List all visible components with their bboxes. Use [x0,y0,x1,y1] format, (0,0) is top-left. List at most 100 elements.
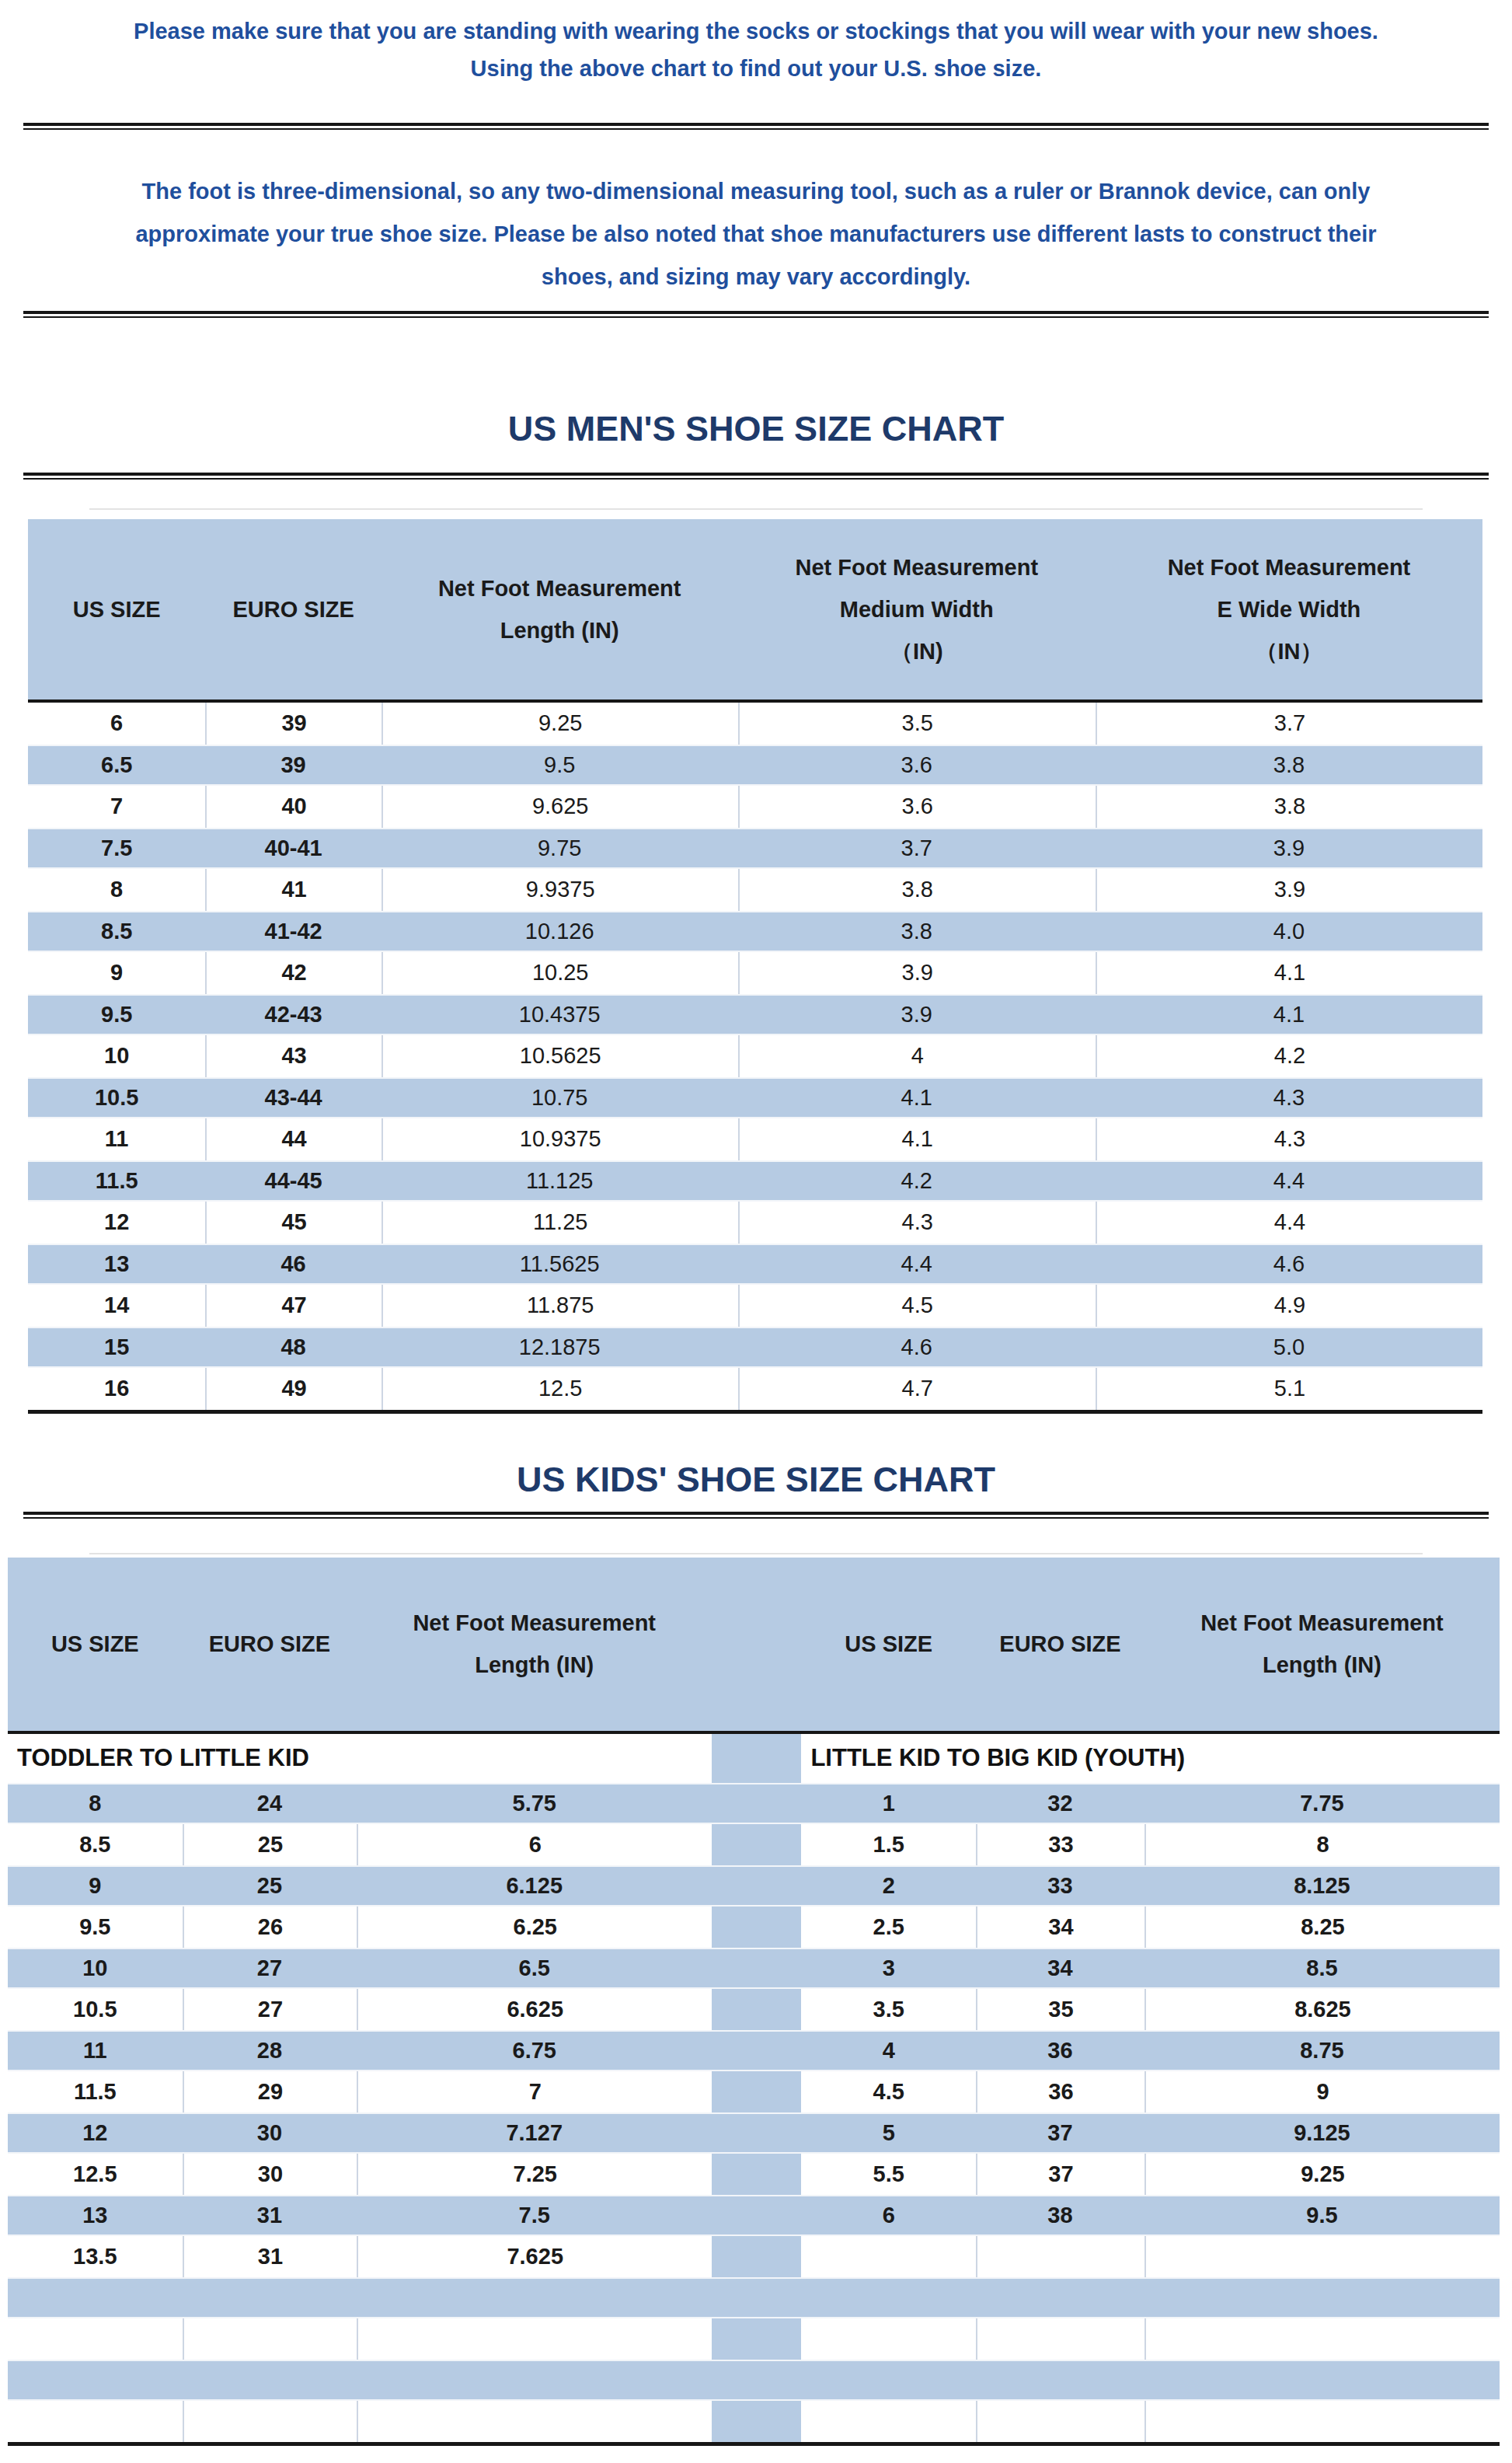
table-cell [976,2401,1144,2442]
table-cell: 44 [205,1118,381,1160]
table-cell: 10 [28,1035,205,1077]
table-cell: 7.75 [1144,1784,1500,1823]
table-cell [8,2318,183,2360]
table-row: 12.5307.255.5379.25 [8,2154,1500,2195]
table-row: 10276.53348.5 [8,1948,1500,1989]
table-cell: 15 [28,1328,205,1367]
toddler-group-label: TODDLER TO LITTLE KID [8,1734,357,1783]
table-cell: 5.0 [1096,1328,1482,1367]
table-cell: 37 [976,2154,1144,2195]
table-bottom-rule [28,1410,1482,1414]
table-cell: 3.9 [738,996,1096,1034]
table-separator-cell [712,2154,801,2195]
table-cell: 7 [28,786,205,828]
kids-size-table: US SIZE EURO SIZE Net Foot Measurement L… [8,1558,1500,2446]
table-cell: 35 [976,1989,1144,2030]
table-cell: 11.5625 [381,1245,738,1284]
table-cell: 38 [976,2196,1144,2234]
table-cell: 13.5 [8,2236,183,2277]
table-cell: 7.625 [357,2236,712,2277]
table-cell [357,2318,712,2360]
table-cell: 6.125 [357,1867,712,1905]
table-cell: 6.25 [357,1907,712,1948]
table-cell: 40 [205,786,381,828]
table-cell: 9.9375 [381,869,738,911]
table-cell: 3.9 [1096,869,1482,911]
table-cell: 8.5 [28,912,205,951]
column-header-length: Net Foot Measurement Length (IN) [381,519,738,699]
table-separator-cell [712,2361,801,2399]
table-cell: 1 [801,1784,976,1823]
table-cell: 43 [205,1035,381,1077]
table-cell [357,2279,712,2317]
table-cell: 7 [357,2071,712,2112]
table-cell: 39 [205,746,381,785]
table-cell: 8.5 [8,1824,183,1865]
table-row: 144711.8754.54.9 [28,1285,1482,1327]
table-cell: 39 [205,703,381,745]
table-cell: 10.5 [8,1989,183,2030]
table-cell [801,2318,976,2360]
table-cell: 11 [28,1118,205,1160]
table-cell: 7.5 [28,829,205,868]
table-cell: 9.5 [28,996,205,1034]
table-cell: 4 [801,2032,976,2070]
table-cell: 9.75 [381,829,738,868]
table-cell: 4.1 [1096,952,1482,994]
divider-line [23,123,1489,130]
table-row [8,2318,1500,2360]
table-cell: 8.75 [1144,2032,1500,2070]
table-cell: 5.75 [357,1784,712,1823]
table-cell: 31 [183,2196,357,2234]
table-cell: 4.4 [738,1245,1096,1284]
table-cell: 40-41 [205,829,381,868]
table-cell: 26 [183,1907,357,1948]
table-cell: 9.25 [381,703,738,745]
table-cell: 43-44 [205,1079,381,1118]
table-cell: 9 [8,1867,183,1905]
column-header-us-size: US SIZE [8,1558,183,1731]
table-cell: 10.126 [381,912,738,951]
table-cell: 4.6 [738,1328,1096,1367]
table-cell: 16 [28,1368,205,1410]
table-cell: 9.5 [381,746,738,785]
table-cell: 37 [976,2114,1144,2152]
table-cell: 5.1 [1096,1368,1482,1410]
divider-line [23,473,1489,480]
table-cell: 25 [183,1867,357,1905]
kids-table-body: 8245.751327.758.52561.53389256.1252338.1… [8,1783,1500,2442]
table-cell: 12.5 [381,1368,738,1410]
table-cell: 8 [28,869,205,911]
table-cell: 4.6 [1096,1245,1482,1284]
table-cell: 6 [801,2196,976,2234]
youth-group-label: LITTLE KID TO BIG KID (YOUTH) [801,1734,1500,1783]
table-cell: 10.9375 [381,1118,738,1160]
table-cell: 4.3 [738,1202,1096,1244]
table-cell: 8 [8,1784,183,1823]
table-cell: 5.5 [801,2154,976,2195]
table-cell: 25 [183,1824,357,1865]
table-cell [1144,2401,1500,2442]
table-cell: 49 [205,1368,381,1410]
table-cell: 30 [183,2114,357,2152]
table-cell: 7.127 [357,2114,712,2152]
table-cell: 1.5 [801,1824,976,1865]
table-cell: 3.7 [738,829,1096,868]
table-cell: 4.1 [1096,996,1482,1034]
table-cell [976,2279,1144,2317]
table-cell: 3.8 [738,869,1096,911]
column-header-medium-width: Net Foot Measurement Medium Width （IN) [738,519,1096,699]
table-row [8,2277,1500,2318]
disclaimer-note: The foot is three-dimensional, so any tw… [0,170,1512,298]
table-cell: 34 [976,1949,1144,1987]
table-cell: 14 [28,1285,205,1327]
table-cell: 10.4375 [381,996,738,1034]
table-cell: 12.5 [8,2154,183,2195]
table-cell: 11.875 [381,1285,738,1327]
table-cell [183,2279,357,2317]
table-cell: 4.1 [738,1079,1096,1118]
table-cell: 4.0 [1096,912,1482,951]
table-cell: 27 [183,1989,357,2030]
table-cell: 9.5 [8,1907,183,1948]
table-cell: 8.125 [1144,1867,1500,1905]
